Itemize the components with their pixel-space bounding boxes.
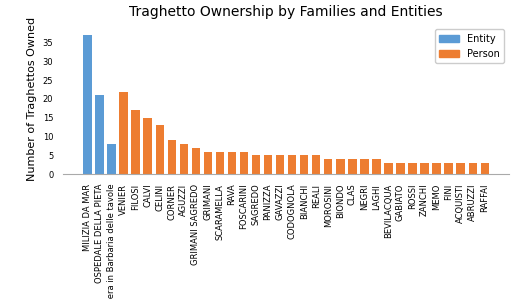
Bar — [445, 163, 453, 174]
Bar — [456, 163, 465, 174]
Bar — [228, 152, 236, 174]
Bar — [167, 140, 176, 174]
Bar — [336, 159, 344, 174]
Bar — [324, 159, 332, 174]
Bar — [240, 152, 248, 174]
Bar — [96, 95, 104, 174]
Bar — [360, 159, 369, 174]
Bar — [480, 163, 489, 174]
Bar — [119, 92, 128, 174]
Bar — [348, 159, 356, 174]
Bar — [252, 155, 260, 174]
Bar — [408, 163, 417, 174]
Bar — [204, 152, 212, 174]
Bar — [131, 110, 140, 174]
Bar — [312, 155, 320, 174]
Bar — [372, 159, 381, 174]
Bar — [107, 144, 116, 174]
Bar — [384, 163, 393, 174]
Bar — [433, 163, 441, 174]
Bar — [421, 163, 429, 174]
Bar — [288, 155, 296, 174]
Bar — [276, 155, 285, 174]
Bar — [300, 155, 308, 174]
Y-axis label: Number of Traghettos Owned: Number of Traghettos Owned — [27, 17, 37, 181]
Bar — [83, 35, 92, 174]
Bar — [264, 155, 272, 174]
Legend: Entity, Person: Entity, Person — [435, 29, 505, 63]
Bar — [396, 163, 405, 174]
Bar — [180, 144, 188, 174]
Title: Traghetto Ownership by Families and Entities: Traghetto Ownership by Families and Enti… — [129, 5, 443, 19]
Bar — [143, 118, 152, 174]
Bar — [216, 152, 224, 174]
Bar — [155, 125, 164, 174]
Bar — [468, 163, 477, 174]
Bar — [192, 148, 200, 174]
